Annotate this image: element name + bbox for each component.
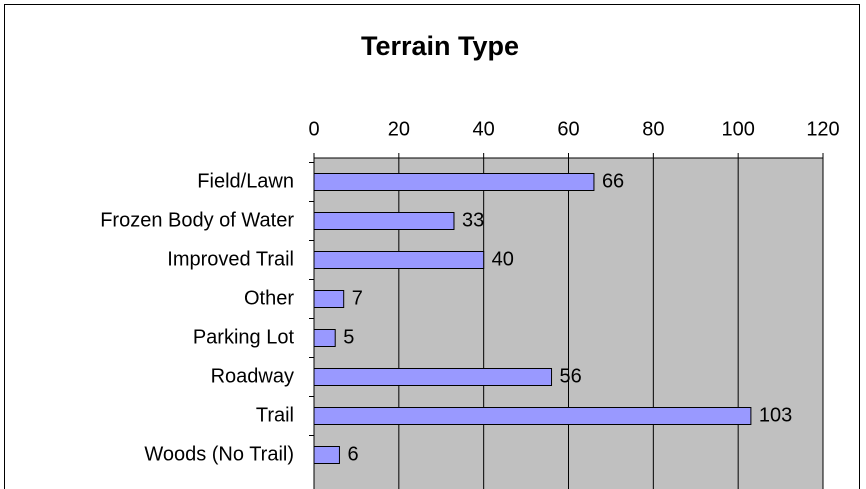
y-tick-label: Roadway bbox=[211, 365, 294, 387]
bar bbox=[313, 290, 345, 308]
y-tick-label: Field/Lawn bbox=[197, 170, 294, 192]
y-tick-label: Parking Lot bbox=[193, 326, 295, 348]
bar bbox=[313, 329, 336, 347]
bar bbox=[313, 212, 455, 230]
y-tick-label: Trail bbox=[256, 404, 294, 426]
bar bbox=[313, 368, 553, 386]
data-label: 56 bbox=[560, 365, 582, 387]
x-tick-label: 120 bbox=[806, 118, 839, 140]
x-tick-label: 20 bbox=[388, 118, 410, 140]
data-label: 7 bbox=[352, 287, 363, 309]
y-tick-label: Improved Trail bbox=[167, 248, 294, 270]
data-label: 103 bbox=[759, 404, 792, 426]
data-label: 40 bbox=[492, 248, 514, 270]
x-tick-label: 80 bbox=[642, 118, 664, 140]
x-tick-label: 40 bbox=[473, 118, 495, 140]
x-tick-label: 0 bbox=[308, 118, 319, 140]
bar bbox=[313, 173, 595, 191]
bar bbox=[313, 407, 752, 425]
y-tick-label: Other bbox=[244, 287, 294, 309]
data-label: 5 bbox=[343, 326, 354, 348]
x-tick-label: 100 bbox=[721, 118, 754, 140]
bar bbox=[313, 446, 340, 464]
y-tick-label: Frozen Body of Water bbox=[100, 209, 294, 231]
data-label: 6 bbox=[347, 443, 358, 465]
data-label: 33 bbox=[462, 209, 484, 231]
data-label: 66 bbox=[602, 170, 624, 192]
y-tick-label: Woods (No Trail) bbox=[144, 443, 294, 465]
bar bbox=[313, 251, 485, 269]
chart-title: Terrain Type bbox=[361, 31, 519, 61]
x-tick-label: 60 bbox=[557, 118, 579, 140]
